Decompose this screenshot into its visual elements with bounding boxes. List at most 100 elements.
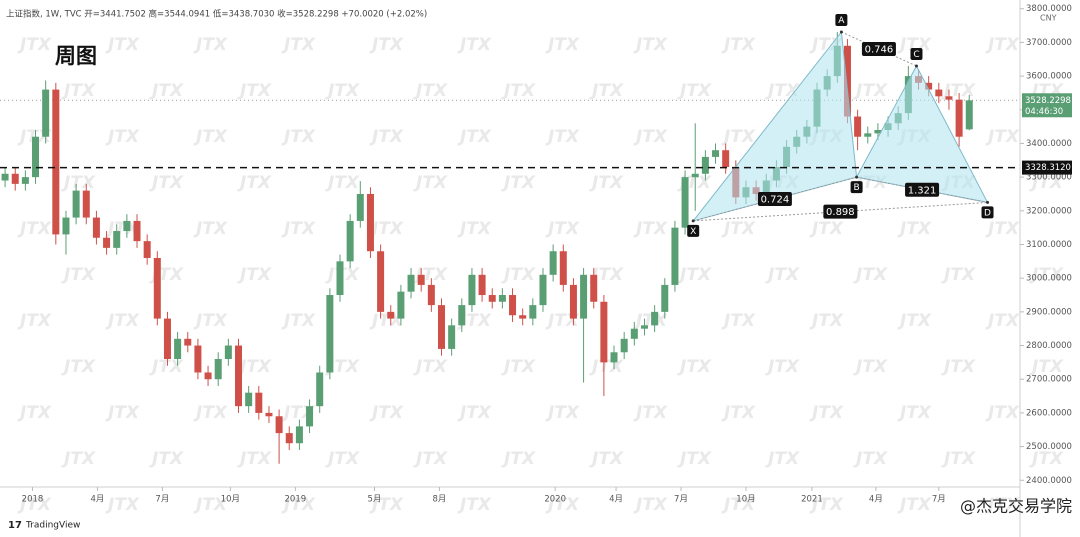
ratio-line	[693, 201, 988, 222]
watermark: JTX	[853, 81, 888, 101]
watermark: JTX	[897, 219, 932, 239]
candle-body	[427, 284, 435, 306]
watermark: JTX	[721, 127, 756, 147]
watermark: JTX	[721, 219, 756, 239]
candle-body	[265, 412, 273, 417]
candle-body	[194, 345, 202, 373]
watermark: JTX	[985, 127, 1020, 147]
candle-body	[224, 345, 232, 360]
candle-body	[326, 295, 334, 373]
candle-body	[62, 217, 70, 235]
x-tick-label: 5月	[368, 495, 382, 505]
ratio-label: 0.746	[865, 44, 894, 55]
ratio-label: 0.898	[826, 207, 855, 218]
watermark: JTX	[633, 311, 668, 331]
watermark: JTX	[501, 81, 536, 101]
ratio-box	[861, 41, 896, 56]
candle-body	[610, 352, 618, 363]
candle-body	[174, 338, 182, 360]
y-tick-label: 3100.0000	[1026, 240, 1072, 250]
point-box	[850, 181, 863, 194]
candle-body	[113, 231, 121, 248]
watermark: JTX	[369, 219, 404, 239]
watermark: JTX	[281, 127, 316, 147]
watermark: JTX	[985, 495, 1020, 515]
brand-logo: 17 TradingView	[8, 520, 80, 531]
x-tick-label: 2018	[22, 495, 44, 505]
x-tick-label: 8月	[433, 495, 447, 505]
watermark: JTX	[721, 311, 756, 331]
y-tick-label: 3700.0000	[1026, 38, 1072, 48]
watermark: JTX	[545, 35, 580, 55]
candle-body	[133, 220, 141, 242]
watermark: JTX	[809, 219, 844, 239]
y-tick-label: 3000.0000	[1026, 274, 1072, 284]
candle-body	[965, 100, 973, 130]
watermark: JTX	[589, 173, 624, 193]
y-tick-label: 2900.0000	[1026, 307, 1072, 317]
watermark: JTX	[633, 219, 668, 239]
candle-body	[366, 193, 374, 252]
watermarks: JTX JTX JTX JTX JTX JTX JTX JTX JTX JTX JTX JTX JTX J…	[17, 35, 1064, 515]
watermark: JTX	[17, 495, 52, 515]
candle-body	[498, 295, 506, 302]
last-price-label: 3528.2298	[1025, 96, 1071, 106]
symbol-header: 上证指数, 1W, TVC 开=3441.7502 高=3544.0941 低=…	[6, 9, 427, 20]
watermark: JTX	[589, 449, 624, 469]
watermark: JTX	[325, 449, 360, 469]
ratio-label: 1.321	[908, 185, 937, 196]
x-tick-label: 2021	[801, 495, 823, 505]
watermark: JTX	[897, 35, 932, 55]
candle-body	[306, 406, 314, 427]
candle-body	[945, 96, 953, 100]
candle-body	[356, 193, 364, 221]
candle-body	[935, 89, 943, 97]
candle-body	[529, 305, 537, 319]
watermark: JTX	[1029, 265, 1064, 285]
candle-body	[519, 315, 527, 319]
candle-body	[235, 345, 243, 407]
watermark: JTX	[369, 311, 404, 331]
credit-watermark: @杰克交易学院	[960, 497, 1072, 516]
watermark: JTX	[765, 265, 800, 285]
point-box	[910, 47, 923, 60]
last-price-box	[1022, 93, 1072, 118]
watermark: JTX	[457, 403, 492, 423]
watermark: JTX	[237, 81, 272, 101]
y-tick-label: 3800.0000	[1026, 4, 1072, 14]
y-tick-label: 3400.0000	[1026, 139, 1072, 149]
candle-body	[955, 99, 963, 137]
ratio-box	[823, 204, 858, 219]
watermark: JTX	[325, 357, 360, 377]
point-label: A	[838, 16, 845, 26]
watermark: JTX	[897, 403, 932, 423]
watermark: JTX	[677, 81, 712, 101]
y-tick-label: 3300.0000	[1026, 173, 1072, 183]
watermark: JTX	[193, 311, 228, 331]
x-tick-label: 7月	[932, 495, 946, 505]
candle-body	[651, 311, 659, 326]
support-label: 3328.3120	[1025, 163, 1071, 173]
watermark: JTX	[193, 403, 228, 423]
candle-body	[569, 284, 577, 319]
watermark: JTX	[281, 311, 316, 331]
watermark: JTX	[941, 81, 976, 101]
watermark: JTX	[149, 81, 184, 101]
candle-body	[72, 190, 80, 218]
support-box	[1022, 160, 1072, 175]
watermark: JTX	[501, 173, 536, 193]
watermark: JTX	[281, 35, 316, 55]
candle-body	[275, 416, 283, 434]
watermark: JTX	[457, 311, 492, 331]
candle-body	[468, 274, 476, 306]
watermark: JTX	[985, 311, 1020, 331]
y-tick-label: 2500.0000	[1026, 442, 1072, 452]
watermark: JTX	[237, 265, 272, 285]
candle-body	[509, 295, 517, 316]
watermark: JTX	[369, 403, 404, 423]
pattern-point	[914, 64, 918, 68]
candle-body	[52, 89, 60, 235]
candle-body	[92, 217, 100, 238]
watermark: JTX	[369, 127, 404, 147]
